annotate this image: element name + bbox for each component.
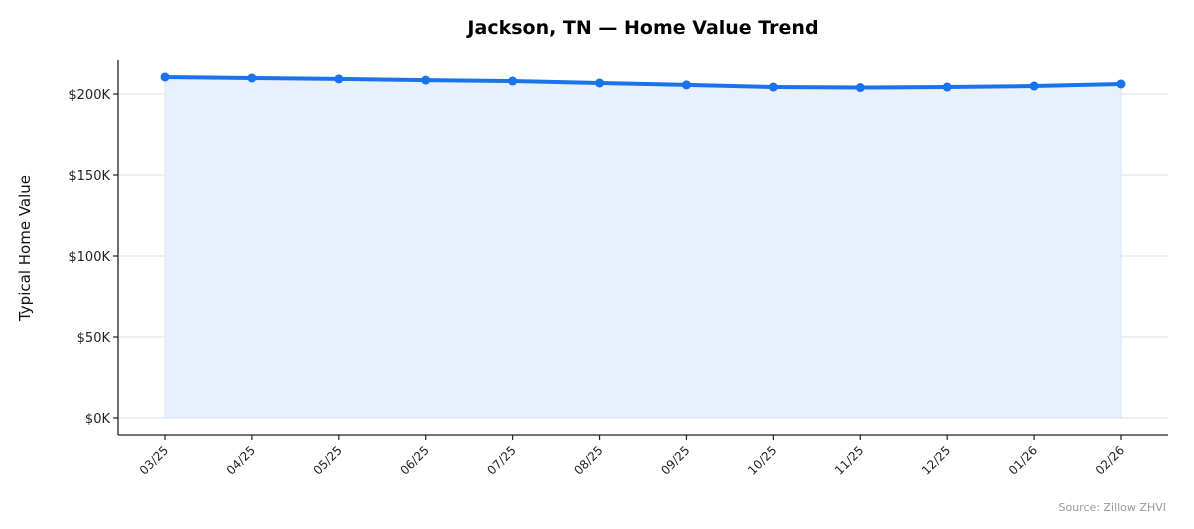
y-axis-ticks: $0K $50K $100K $150K $200K bbox=[68, 88, 118, 427]
data-points bbox=[160, 72, 1126, 93]
y-axis-label: Typical Home Value bbox=[16, 175, 34, 322]
data-point-marker bbox=[595, 78, 605, 88]
x-tick-label: 03/25 bbox=[137, 443, 171, 477]
x-tick-label: 10/25 bbox=[745, 443, 779, 477]
data-point-marker bbox=[334, 74, 344, 84]
data-point-marker bbox=[1029, 81, 1039, 91]
data-point-marker bbox=[855, 83, 865, 93]
data-line bbox=[163, 74, 1123, 90]
trend-line bbox=[163, 74, 1123, 90]
data-point-marker bbox=[421, 75, 431, 85]
x-tick-label: 11/25 bbox=[832, 443, 866, 477]
x-tick-label: 02/26 bbox=[1093, 443, 1127, 477]
data-point-marker bbox=[768, 82, 778, 92]
x-tick-label: 01/26 bbox=[1006, 443, 1040, 477]
data-point-marker bbox=[681, 80, 691, 90]
x-tick-label: 04/25 bbox=[224, 443, 258, 477]
data-point-marker bbox=[247, 73, 257, 83]
x-axis-ticks: 03/25 04/25 05/25 06/25 07/25 08/25 09/25 10/25… bbox=[137, 435, 1127, 478]
chart-title: Jackson, TN — Home Value Trend bbox=[465, 17, 818, 39]
x-tick-label: 09/25 bbox=[658, 443, 692, 477]
x-tick-label: 06/25 bbox=[397, 443, 431, 477]
source-note: Source: Zillow ZHVI bbox=[1059, 501, 1167, 514]
area-fill bbox=[164, 76, 1122, 419]
y-tick-label: $200K bbox=[68, 88, 110, 103]
y-tick-label: $50K bbox=[77, 331, 111, 346]
area-fill-path bbox=[164, 76, 1122, 419]
x-tick-label: 07/25 bbox=[484, 443, 518, 477]
data-point-marker bbox=[942, 82, 952, 92]
data-point-marker bbox=[1116, 79, 1126, 89]
data-point-marker bbox=[160, 72, 170, 82]
y-tick-label: $0K bbox=[85, 412, 111, 427]
x-tick-label: 12/25 bbox=[919, 443, 953, 477]
x-tick-label: 05/25 bbox=[311, 443, 345, 477]
y-tick-label: $150K bbox=[68, 169, 110, 184]
y-tick-label: $100K bbox=[68, 250, 110, 265]
x-tick-label: 08/25 bbox=[571, 443, 605, 477]
axes bbox=[117, 60, 1168, 436]
data-point-marker bbox=[508, 76, 518, 86]
